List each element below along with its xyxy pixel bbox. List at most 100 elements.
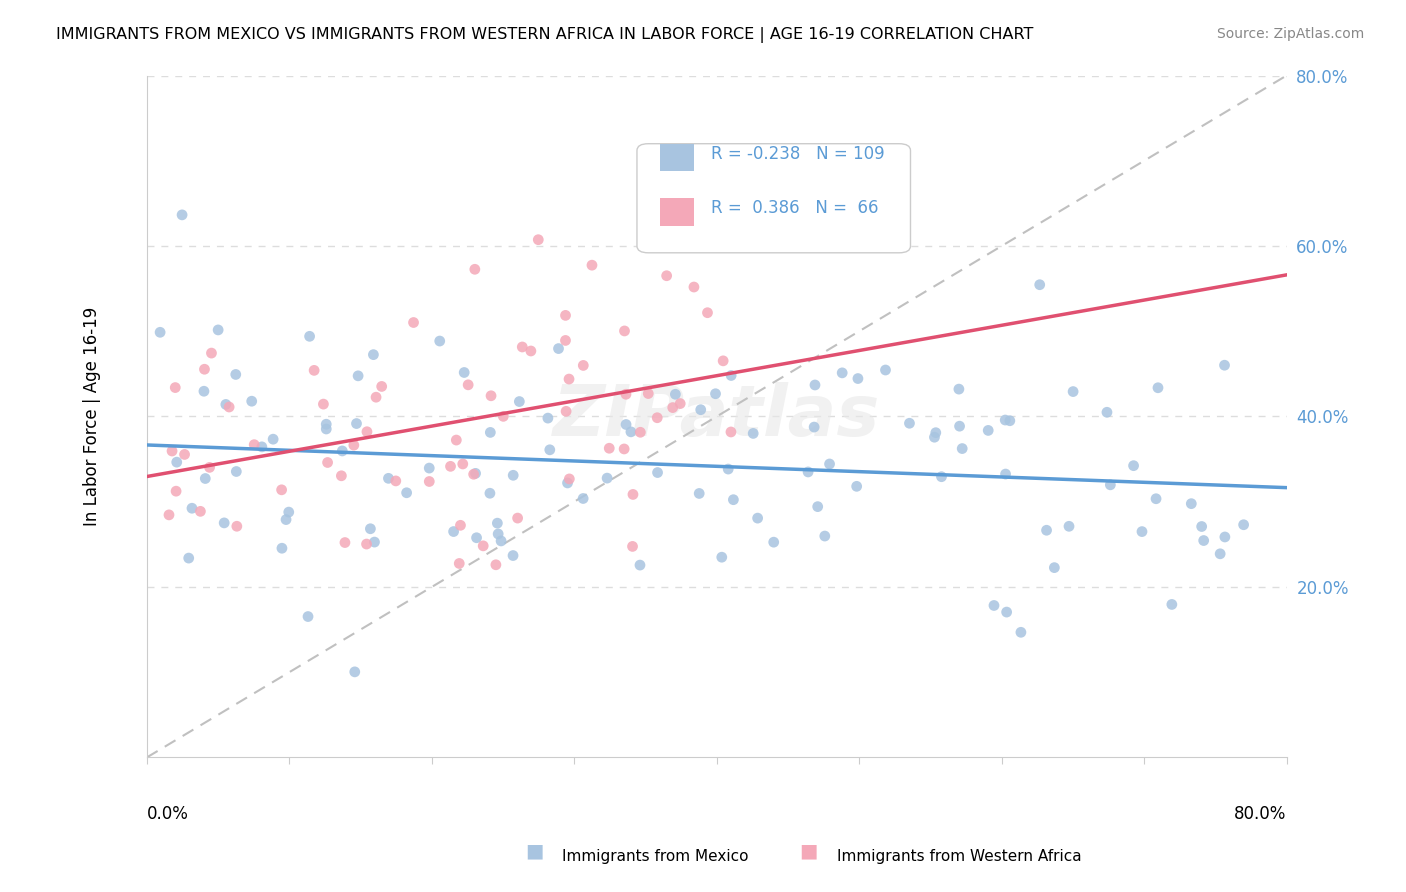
Point	[485, 558, 508, 572]
Point	[343, 665, 366, 679]
Point	[647, 466, 669, 480]
Text: 80.0%: 80.0%	[1234, 805, 1286, 823]
Point	[1035, 523, 1057, 537]
Point	[555, 404, 578, 418]
Point	[218, 400, 240, 414]
Point	[645, 410, 668, 425]
Point	[831, 366, 853, 380]
Point	[207, 323, 229, 337]
Point	[510, 340, 533, 354]
Point	[370, 379, 392, 393]
Point	[581, 258, 603, 272]
Point	[472, 539, 495, 553]
Point	[711, 354, 734, 368]
Point	[200, 346, 222, 360]
Text: IMMIGRANTS FROM MEXICO VS IMMIGRANTS FROM WESTERN AFRICA IN LABOR FORCE | AGE 16: IMMIGRANTS FROM MEXICO VS IMMIGRANTS FRO…	[56, 27, 1033, 43]
Point	[1028, 277, 1050, 292]
Point	[316, 455, 339, 469]
Point	[250, 440, 273, 454]
Point	[198, 460, 221, 475]
Point	[240, 394, 263, 409]
Point	[363, 348, 385, 362]
Text: In Labor Force | Age 16-19: In Labor Force | Age 16-19	[83, 307, 101, 526]
Point	[537, 411, 560, 425]
Point	[364, 390, 387, 404]
Point	[554, 309, 576, 323]
Point	[489, 533, 512, 548]
Point	[661, 401, 683, 415]
Point	[538, 442, 561, 457]
Text: ZIPatlas: ZIPatlas	[553, 382, 880, 451]
Point	[1147, 381, 1170, 395]
Point	[628, 425, 651, 440]
Point	[166, 455, 188, 469]
Point	[620, 425, 643, 439]
Point	[1095, 405, 1118, 419]
Point	[983, 599, 1005, 613]
Point	[1160, 598, 1182, 612]
Point	[554, 334, 576, 348]
Point	[797, 465, 820, 479]
Point	[558, 372, 581, 386]
Point	[1010, 625, 1032, 640]
Point	[181, 501, 204, 516]
Point	[449, 557, 471, 571]
Point	[696, 306, 718, 320]
Point	[225, 465, 247, 479]
Point	[479, 389, 502, 403]
Point	[723, 492, 745, 507]
Point	[572, 359, 595, 373]
Point	[262, 432, 284, 446]
Point	[717, 462, 740, 476]
Point	[977, 424, 1000, 438]
Point	[270, 483, 292, 497]
Point	[464, 467, 486, 481]
Point	[596, 471, 619, 485]
Point	[925, 425, 948, 440]
Text: ■: ■	[799, 841, 818, 860]
Point	[160, 444, 183, 458]
Point	[527, 233, 550, 247]
Point	[1130, 524, 1153, 539]
Point	[637, 386, 659, 401]
Point	[377, 471, 399, 485]
Point	[347, 368, 370, 383]
Point	[664, 387, 686, 401]
Point	[613, 442, 636, 456]
Point	[190, 504, 212, 518]
Point	[669, 396, 692, 410]
Point	[508, 394, 530, 409]
Point	[762, 535, 785, 549]
Bar	[659, 144, 695, 171]
Point	[655, 268, 678, 283]
Point	[898, 417, 921, 431]
Point	[173, 447, 195, 461]
Point	[688, 486, 710, 500]
Point	[193, 362, 215, 376]
Point	[170, 208, 193, 222]
Point	[492, 409, 515, 424]
Point	[315, 417, 337, 432]
Point	[1209, 547, 1232, 561]
Point	[343, 438, 366, 452]
Point	[225, 368, 247, 382]
Point	[720, 425, 742, 439]
Bar	[659, 198, 695, 226]
Point	[995, 605, 1018, 619]
Point	[558, 472, 581, 486]
Text: Source: ZipAtlas.com: Source: ZipAtlas.com	[1216, 27, 1364, 41]
Text: R =  0.386   N =  66: R = 0.386 N = 66	[711, 200, 879, 218]
Point	[177, 551, 200, 566]
Point	[486, 516, 509, 531]
Point	[356, 537, 378, 551]
Point	[1062, 384, 1084, 399]
Text: ■: ■	[524, 841, 544, 860]
Point	[165, 484, 187, 499]
Point	[165, 381, 187, 395]
Point	[557, 475, 579, 490]
Point	[274, 512, 297, 526]
Point	[547, 342, 569, 356]
Point	[924, 430, 946, 444]
Point	[994, 413, 1017, 427]
Point	[621, 540, 644, 554]
